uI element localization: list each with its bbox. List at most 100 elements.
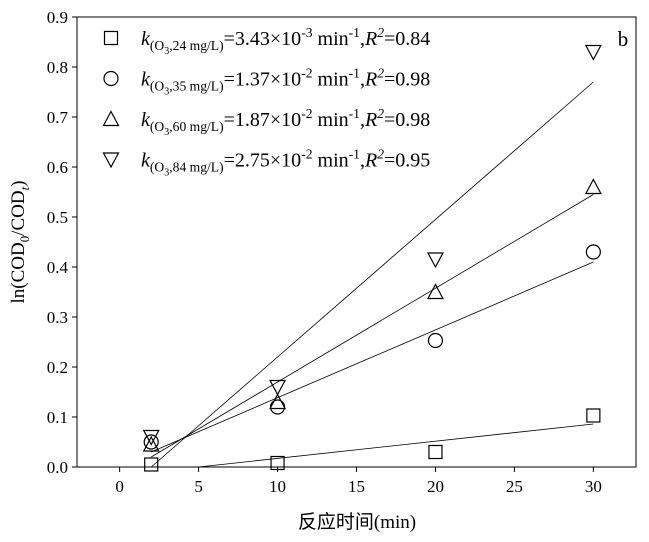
text-part: =2.75×10 <box>224 150 302 172</box>
text-part: ,84 mg/L) <box>169 160 223 176</box>
x-tick-label: 5 <box>194 477 203 496</box>
data-point <box>586 408 601 423</box>
y-tick-label: 0.0 <box>47 458 68 477</box>
data-point <box>585 244 601 260</box>
y-tick-label: 0.8 <box>47 58 68 77</box>
x-tick-label: 30 <box>585 477 602 496</box>
data-point <box>269 379 287 396</box>
legend-marker <box>102 110 120 127</box>
text-part: =0.95 <box>384 150 430 172</box>
text-part: 2 <box>377 66 384 81</box>
text-part: R <box>364 109 377 131</box>
text-part: ,60 mg/L) <box>169 119 223 135</box>
y-axis-label: ln(COD0/CODt) <box>8 180 32 303</box>
text-part: , <box>360 150 365 172</box>
x-tick-label: 0 <box>115 477 124 496</box>
text-part: 3 <box>164 87 169 98</box>
panel-label: b <box>618 27 629 51</box>
fit-line <box>151 261 594 453</box>
text-part: -2 <box>301 106 313 121</box>
y-tick-label: 0.5 <box>47 208 68 227</box>
text-part: k <box>141 28 151 50</box>
text-part: ln(COD <box>8 242 29 303</box>
text-part: t <box>17 186 32 190</box>
text-part: -2 <box>301 66 313 81</box>
text-part: -3 <box>301 25 313 40</box>
data-point <box>427 332 444 349</box>
x-tick-label: 25 <box>506 477 523 496</box>
text-part: min <box>313 28 349 50</box>
data-point <box>143 434 159 450</box>
text-part: (O <box>150 79 165 95</box>
text-part: -2 <box>301 147 313 162</box>
x-tick-label: 15 <box>348 477 365 496</box>
text-part: ,35 mg/L) <box>169 79 223 95</box>
fit-line <box>150 81 594 468</box>
data-point <box>426 283 444 300</box>
text-part: , <box>360 28 365 50</box>
text-part: min <box>313 109 349 131</box>
text-part: (O <box>150 160 165 176</box>
text-part: 3 <box>164 46 169 57</box>
text-part: ) <box>8 180 29 186</box>
text-part: =0.98 <box>384 109 430 131</box>
text-part: R <box>364 28 377 50</box>
text-part: ,24 mg/L) <box>169 38 223 54</box>
x-axis-label: 反应时间(min) <box>298 511 416 533</box>
fit-line <box>151 194 594 458</box>
text-part: =1.37×10 <box>224 69 302 91</box>
legend-label: k(O3,35 mg/L)=1.37×10-2 min-1,R2=0.98 <box>141 66 430 98</box>
y-tick-label: 0.1 <box>47 408 68 427</box>
text-part: R <box>364 69 377 91</box>
y-tick-label: 0.6 <box>47 158 68 177</box>
text-part: k <box>141 109 151 131</box>
text-part: (O <box>150 119 165 135</box>
text-part: 3 <box>164 127 169 138</box>
text-part: , <box>360 109 365 131</box>
text-part: k <box>141 150 151 172</box>
legend-marker <box>103 30 119 46</box>
text-part: 2 <box>377 147 384 162</box>
text-part: =0.84 <box>384 28 430 50</box>
text-part: (O <box>150 38 165 54</box>
y-tick-label: 0.2 <box>47 358 68 377</box>
data-point <box>584 44 602 61</box>
text-part: =0.98 <box>384 69 430 91</box>
data-point <box>428 444 443 460</box>
legend-marker <box>102 152 120 169</box>
data-point <box>269 393 287 410</box>
x-tick-label: 20 <box>427 477 444 496</box>
text-part: , <box>360 69 365 91</box>
data-point <box>270 455 285 471</box>
data-point <box>584 178 602 195</box>
data-point <box>142 429 160 446</box>
data-point <box>142 435 160 452</box>
x-tick-label: 10 <box>269 477 286 496</box>
text-part: -1 <box>349 106 360 121</box>
text-part: =3.43×10 <box>224 28 302 50</box>
text-part: min <box>313 69 349 91</box>
data-point <box>269 399 286 415</box>
legend-label: k(O3,60 mg/L)=1.87×10-2 min-1,R2=0.98 <box>141 106 430 138</box>
text-part: 2 <box>377 106 384 121</box>
text-part: 3 <box>164 168 169 179</box>
y-tick-label: 0.7 <box>47 108 69 127</box>
y-tick-label: 0.4 <box>47 258 69 277</box>
text-part: k <box>141 69 151 91</box>
text-part: =1.87×10 <box>224 109 302 131</box>
legend-marker <box>103 70 119 87</box>
text-part: /COD <box>8 190 29 235</box>
y-tick-label: 0.3 <box>47 308 68 327</box>
legend-label: k(O3,24 mg/L)=3.43×10-3 min-1,R2=0.84 <box>141 25 430 57</box>
data-point <box>144 457 159 472</box>
text-part: R <box>364 150 377 172</box>
text-part: 2 <box>377 25 384 40</box>
text-part: -1 <box>349 25 360 40</box>
legend-label: k(O3,84 mg/L)=2.75×10-2 min-1,R2=0.95 <box>141 147 430 179</box>
text-part: min <box>313 150 349 172</box>
y-tick-label: 0.9 <box>47 8 68 27</box>
text-part: 0 <box>17 236 32 242</box>
data-point <box>426 252 444 269</box>
text-part: -1 <box>349 66 360 81</box>
